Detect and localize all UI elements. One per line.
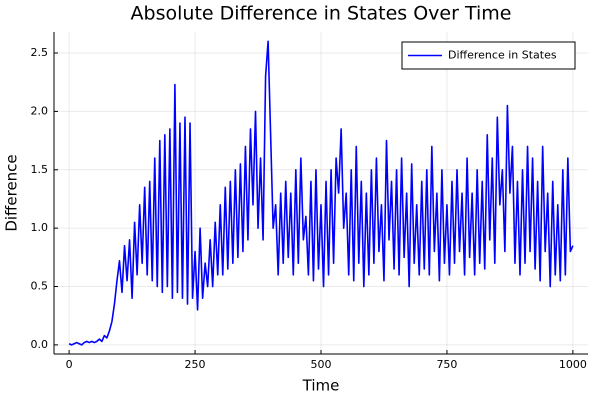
y-tick-label: 0.5 [31,280,49,293]
y-tick-label: 1.5 [31,163,49,176]
y-tick-label: 1.0 [31,221,49,234]
y-tick-label: 2.0 [31,104,49,117]
x-tick-label: 0 [66,358,73,371]
y-axis-label: Difference [3,154,21,231]
y-tick-label: 2.5 [31,46,49,59]
y-tick-label: 0.0 [31,338,49,351]
x-tick-label: 1000 [559,358,587,371]
x-tick-label: 250 [185,358,206,371]
data-line [68,40,574,346]
x-tick-label: 750 [436,358,457,371]
legend-label: Difference in States [448,49,557,62]
x-tick-label: 500 [311,358,332,371]
x-axis-label: Time [302,377,340,395]
chart-title: Absolute Difference in States Over Time [131,3,512,25]
